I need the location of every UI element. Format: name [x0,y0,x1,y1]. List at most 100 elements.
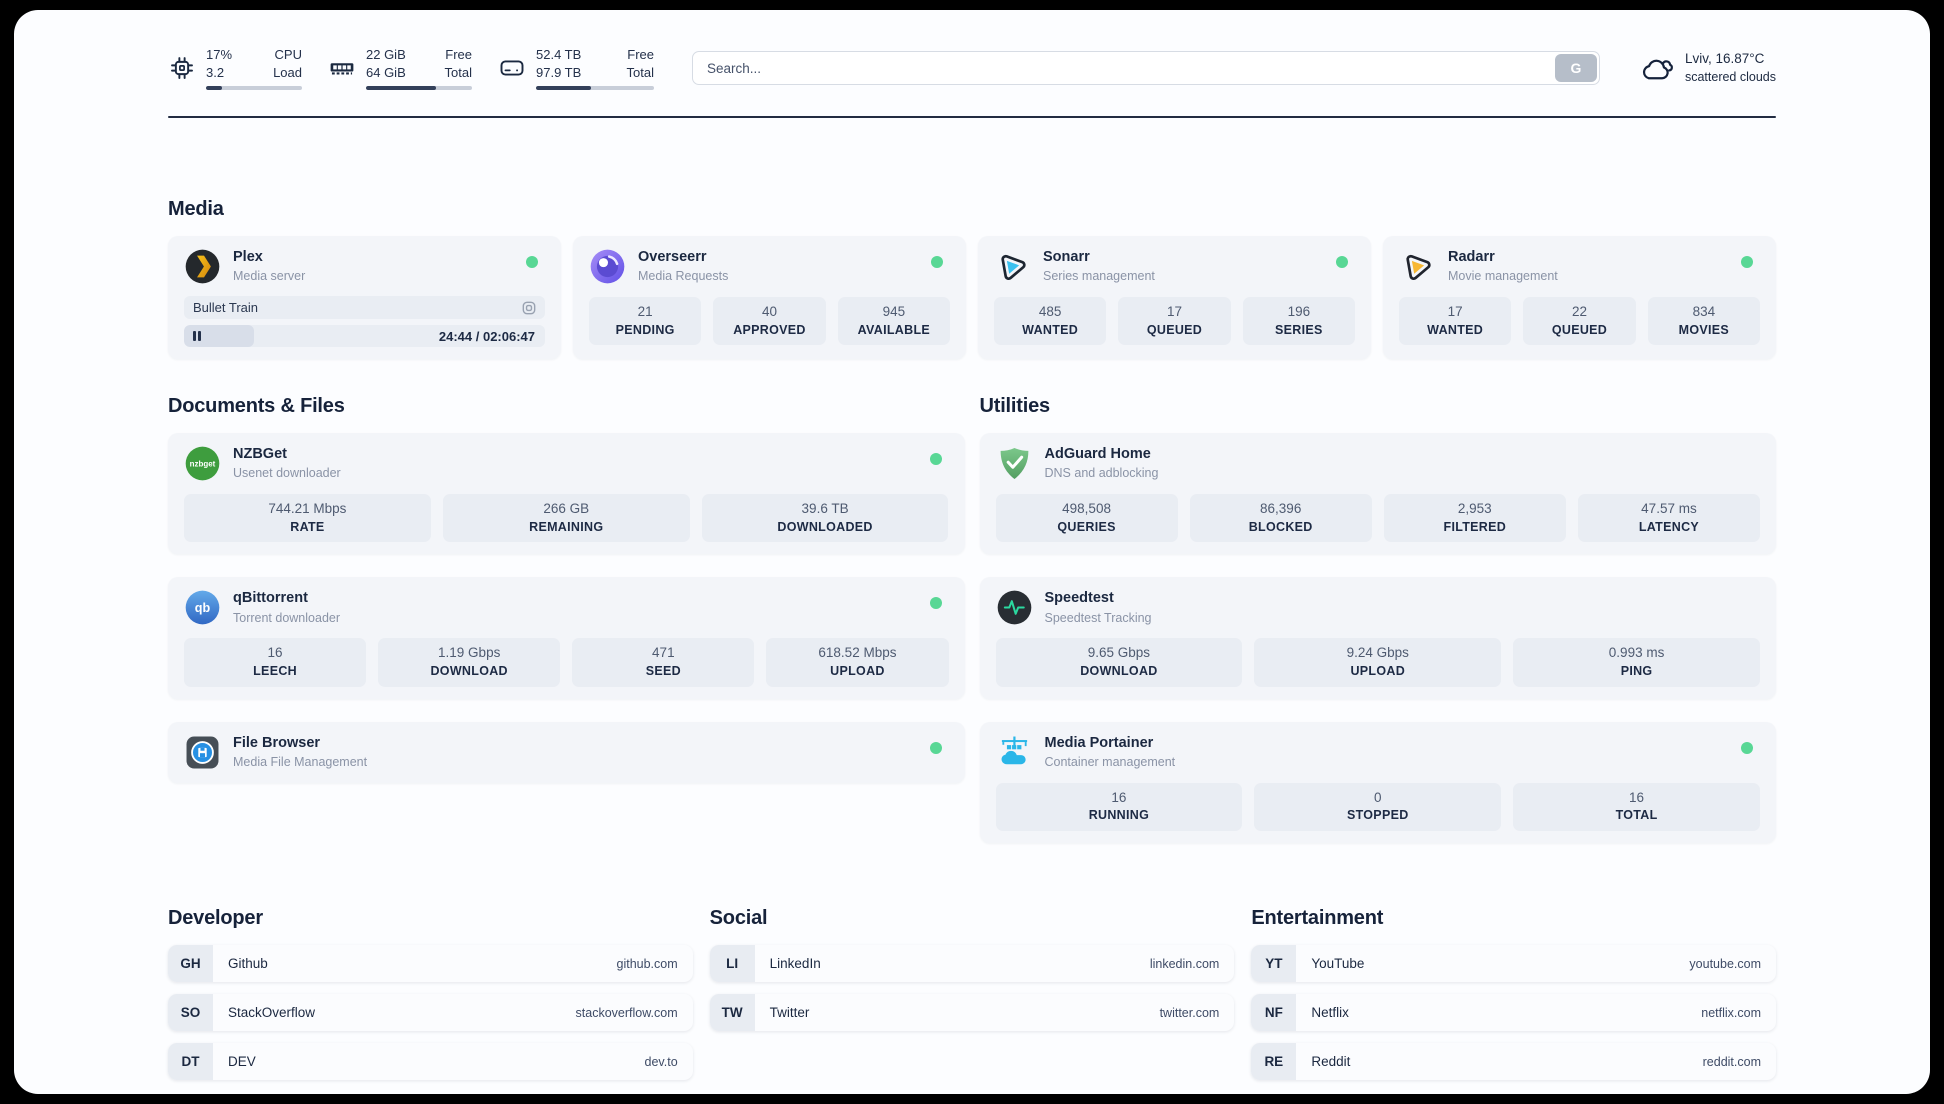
hard-drive-icon [500,60,524,76]
app-card-overseerr[interactable]: Overseerr Media Requests 21 PENDING 40 A… [573,236,966,359]
bookmark-name: DEV [228,1054,256,1070]
bookmark-name: LinkedIn [769,956,821,972]
bookmark-url: twitter.com [1159,1005,1220,1020]
stat-box: 2,953 FILTERED [1383,494,1566,543]
bookmark-url: stackoverflow.com [575,1005,678,1020]
system-stats: 17% 3.2 CPU Load [168,46,654,90]
memory-icon [330,63,354,75]
disk-total-label: Total [626,65,654,80]
search-input[interactable] [692,51,1600,85]
bookmark-dev[interactable]: DT DEV dev.to [168,1043,693,1081]
playback-progress-bar[interactable]: 24:44 / 02:06:47 [184,325,545,347]
bookmark-url: dev.to [644,1054,678,1069]
app-subtitle: Media Requests [638,269,729,284]
cast-icon[interactable] [522,301,536,315]
bookmark-abbr: RE [1251,1043,1297,1081]
section-developer: Developer GH Github github.com SO StackO… [168,907,693,1081]
bookmark-name: StackOverflow [228,1005,316,1021]
bookmark-twitter[interactable]: TW Twitter twitter.com [709,994,1235,1032]
app-card-qbittorrent[interactable]: qb qBittorrent Torrent downloader 16 [168,577,965,699]
search-bar: G [692,51,1600,85]
stat-box: 86,396 BLOCKED [1189,494,1372,543]
stat-box: 22 QUEUED [1523,297,1636,346]
disk-free-label: Free [627,47,654,63]
nzbget-icon: nzbget [185,446,220,481]
stat-box: 21 PENDING [589,297,702,346]
bookmark-github[interactable]: GH Github github.com [168,945,693,983]
stat-box: 498,508 QUERIES [995,494,1178,543]
app-card-portainer[interactable]: Media Portainer Container management 16 … [979,721,1776,844]
app-name: Plex [233,248,263,265]
bookmark-abbr: TW [709,994,755,1032]
stat-box: 744.21 Mbps RATE [184,494,431,543]
bookmark-abbr: LI [709,945,755,983]
app-card-plex[interactable]: Plex Media server Bullet Train [168,236,561,359]
bookmark-reddit[interactable]: RE Reddit reddit.com [1251,1043,1776,1081]
section-title-media: Media [168,198,224,220]
plex-icon [185,249,220,284]
disk-widget: 52.4 TB 97.9 TB Free Total [498,46,654,90]
app-subtitle: DNS and adblocking [1044,466,1159,481]
app-name: Media Portainer [1044,734,1154,751]
top-bar: 17% 3.2 CPU Load [168,42,1776,94]
bookmark-abbr: DT [168,1043,213,1081]
pause-icon[interactable] [193,331,201,341]
status-dot [1336,256,1348,268]
app-subtitle: Media File Management [233,755,368,770]
status-dot [929,741,942,754]
stat-box: 196 SERIES [1242,297,1355,346]
section-title-social: Social [709,907,768,930]
bookmark-url: netflix.com [1701,1005,1761,1020]
status-dot [929,597,942,610]
app-card-nzbget[interactable]: nzbget NZBGet Usenet downloader 744.21 M… [168,433,965,555]
app-card-filebrowser[interactable]: File Browser Media File Management [168,721,965,783]
app-subtitle: Usenet downloader [233,466,341,481]
filebrowser-icon [186,736,219,769]
app-card-speedtest[interactable]: Speedtest Speedtest Tracking 9.65 Gbps D… [979,577,1776,699]
bookmark-youtube[interactable]: YT YouTube youtube.com [1251,945,1776,983]
disk-free: 52.4 TB [536,47,582,63]
stat-box: 40 APPROVED [713,297,826,346]
app-subtitle: Series management [1043,269,1155,284]
section-title-utilities: Utilities [979,395,1051,417]
section-title-entertainment: Entertainment [1251,907,1384,930]
app-subtitle: Movie management [1448,269,1558,284]
svg-text:qb: qb [195,602,211,616]
bookmark-linkedin[interactable]: LI LinkedIn linkedin.com [709,945,1235,983]
memory-progress-bar [366,85,472,90]
stat-box: 17 WANTED [1399,297,1512,346]
app-name: Radarr [1448,248,1495,265]
overseerr-icon [590,249,625,284]
section-title-developer: Developer [168,907,263,930]
cpu-chip-icon [171,57,193,79]
adguard-shield-icon [1000,447,1028,480]
dashboard-page: 17% 3.2 CPU Load [14,10,1930,1094]
app-name: AdGuard Home [1044,445,1151,462]
memory-free-label: Free [445,47,472,63]
stat-box: 834 MOVIES [1647,297,1760,346]
app-card-radarr[interactable]: Radarr Movie management 17 WANTED 22 QUE… [1383,236,1776,359]
portainer-icon [1001,736,1027,765]
bookmark-stackoverflow[interactable]: SO StackOverflow stackoverflow.com [168,994,693,1032]
memory-total-label: Total [444,65,472,80]
stat-box: 47.57 ms LATENCY [1577,494,1760,543]
stat-box: 16 LEECH [184,638,367,687]
section-social: Social LI LinkedIn linkedin.com TW Twitt… [709,907,1235,1032]
stat-box: 17 QUEUED [1118,297,1231,346]
disk-total: 97.9 TB [536,65,582,80]
app-card-sonarr[interactable]: Sonarr Series management 485 WANTED 17 Q… [978,236,1371,359]
header-divider [168,116,1776,118]
bookmark-url: reddit.com [1702,1054,1761,1069]
weather-widget: Lviv, 16.87°C scattered clouds [1638,50,1776,85]
stat-box: 9.24 Gbps UPLOAD [1254,638,1502,687]
search-engine-button[interactable]: G [1554,54,1597,82]
stat-box: 16 TOTAL [1513,782,1760,832]
now-playing-title: Bullet Train [193,300,259,315]
memory-widget: 22 GiB 64 GiB Free Total [328,46,472,90]
bookmark-netflix[interactable]: NF Netflix netflix.com [1251,994,1776,1032]
stat-box: 1.19 Gbps DOWNLOAD [378,638,561,687]
app-subtitle: Media server [233,269,306,284]
disk-progress-bar [536,85,654,90]
app-card-adguard[interactable]: AdGuard Home DNS and adblocking 498,508 … [979,433,1776,555]
bookmark-url: youtube.com [1689,956,1761,971]
